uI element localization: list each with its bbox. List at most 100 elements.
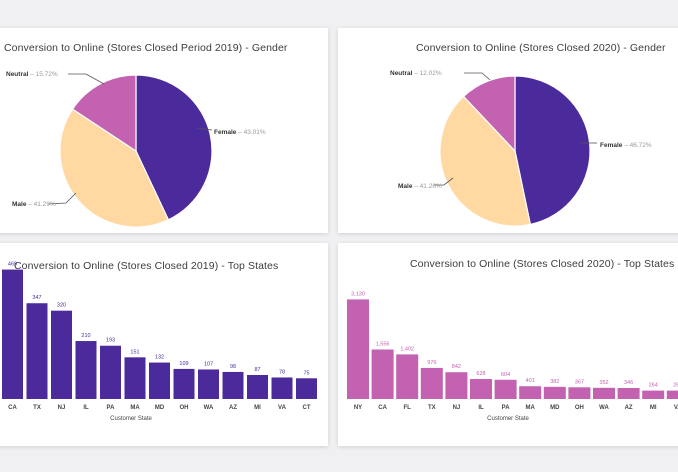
bar-mi[interactable] xyxy=(247,374,268,399)
bar-nj[interactable] xyxy=(51,310,72,399)
x-tick-label: OH xyxy=(575,405,584,411)
chart-title: Conversion to Online (Stores Closed 2020… xyxy=(416,42,666,54)
bar-az[interactable] xyxy=(222,371,244,399)
bar-value-label: 347 xyxy=(32,295,41,301)
pie-slice-male[interactable] xyxy=(439,95,532,227)
bar-value-label: 842 xyxy=(452,364,461,370)
bar-ny[interactable] xyxy=(347,299,369,399)
x-tick-label: MA xyxy=(526,405,536,411)
pie-leader-line xyxy=(47,192,77,205)
pie-slice-neutral[interactable] xyxy=(462,75,516,153)
bar-value-label: 264 xyxy=(673,383,678,389)
bar-wa[interactable] xyxy=(593,387,615,399)
pie-label-female: Female – 46.72% xyxy=(600,142,652,149)
bar-fl[interactable] xyxy=(396,354,419,399)
pie-slice-neutral[interactable] xyxy=(71,74,137,153)
states-2020-panel: Conversion to Online (Stores Closed 2020… xyxy=(338,243,678,446)
pie-label-neutral: Neutral – 12.02% xyxy=(390,70,442,77)
x-tick-label: MD xyxy=(155,405,165,411)
x-tick-label: AZ xyxy=(625,405,633,411)
bar-value-label: 352 xyxy=(599,380,608,386)
states-2019-bar-chart: 469 CA 347 TX 320 NJ 210 IL 193 PA 151 MA 132 MD 109 OH… xyxy=(2,262,317,422)
x-tick-label: MD xyxy=(550,405,560,411)
gender-2020-pie-chart: Female – 46.72% Male – 41.26% Neutral – 12… xyxy=(390,70,652,227)
bar-value-label: 628 xyxy=(476,371,485,377)
x-tick-label: WA xyxy=(204,405,214,411)
bar-ma[interactable] xyxy=(519,386,542,399)
x-tick-label: OH xyxy=(180,405,189,411)
x-tick-label: PA xyxy=(107,405,116,411)
bar-value-label: 3,130 xyxy=(351,291,365,297)
bar-value-label: 469 xyxy=(8,262,17,268)
bar-ma[interactable] xyxy=(124,357,146,399)
x-tick-label: IL xyxy=(478,405,484,411)
bar-nj[interactable] xyxy=(445,372,468,399)
pie-label-male: Male – 41.26% xyxy=(398,183,442,190)
x-tick-label: MI xyxy=(254,405,261,411)
pie-label-neutral: Neutral – 15.72% xyxy=(6,71,58,78)
bar-il[interactable] xyxy=(75,341,97,399)
bar-value-label: 75 xyxy=(303,370,309,376)
bar-oh[interactable] xyxy=(568,387,591,399)
bar-value-label: 1,402 xyxy=(400,346,414,352)
bar-value-label: 210 xyxy=(81,333,90,339)
bar-ct[interactable] xyxy=(296,378,317,399)
bar-md[interactable] xyxy=(543,386,566,399)
pie-label-female: Female – 43.01% xyxy=(214,129,266,136)
bar-ca[interactable] xyxy=(2,269,23,399)
gender-2019-pie-chart: Female – 43.01% Male – 41.29% Neutral – 15… xyxy=(6,71,266,228)
x-tick-label: MI xyxy=(650,405,657,411)
x-tick-label: NY xyxy=(354,405,362,411)
x-tick-label: NJ xyxy=(58,405,66,411)
bar-value-label: 320 xyxy=(57,303,66,309)
pie-leader-line xyxy=(464,72,491,81)
x-tick-label: TX xyxy=(33,405,41,411)
bar-value-label: 264 xyxy=(649,383,658,389)
bar-oh[interactable] xyxy=(173,368,195,399)
pie-slice-female[interactable] xyxy=(135,74,213,221)
pie-leader-line xyxy=(196,127,213,131)
bar-value-label: 401 xyxy=(526,378,535,384)
bar-va[interactable] xyxy=(271,377,293,399)
bar-value-label: 109 xyxy=(179,361,188,367)
bar-value-label: 78 xyxy=(279,369,285,375)
gender-2020-panel: Conversion to Online (Stores Closed 2020… xyxy=(338,28,678,233)
gender-2019-panel: Conversion to Online (Stores Closed Peri… xyxy=(0,28,328,233)
chart-title: Conversion to Online (Stores Closed 2020… xyxy=(410,258,675,270)
bar-ca[interactable] xyxy=(371,349,394,399)
x-tick-label: PA xyxy=(502,405,511,411)
bar-pa[interactable] xyxy=(494,379,517,399)
bar-pa[interactable] xyxy=(100,345,121,399)
bar-value-label: 107 xyxy=(204,361,213,367)
bar-il[interactable] xyxy=(470,379,492,399)
x-tick-label: CA xyxy=(8,405,17,411)
pie-slice-male[interactable] xyxy=(59,108,170,228)
states-2019-panel: Conversion to Online (Stores Closed 2019… xyxy=(0,243,328,446)
x-axis-label: Customer State xyxy=(110,416,152,422)
x-tick-label: VA xyxy=(278,405,287,411)
x-tick-label: WA xyxy=(599,405,609,411)
bar-wa[interactable] xyxy=(198,369,219,399)
bar-tx[interactable] xyxy=(26,303,48,399)
bar-value-label: 98 xyxy=(230,364,236,370)
bar-value-label: 604 xyxy=(501,372,510,378)
x-tick-label: CA xyxy=(378,405,387,411)
x-tick-label: VA xyxy=(674,405,678,411)
x-tick-label: MA xyxy=(130,405,140,411)
bar-mi[interactable] xyxy=(642,390,665,399)
bar-tx[interactable] xyxy=(420,367,443,399)
pie-label-male: Male – 41.29% xyxy=(12,201,56,208)
bar-value-label: 976 xyxy=(427,360,436,366)
bar-value-label: 132 xyxy=(155,355,164,361)
bar-value-label: 1,556 xyxy=(376,341,390,347)
bar-va[interactable] xyxy=(666,390,678,399)
states-2020-bar-chart: 3,130 NY 1,556 CA 1,402 FL 976 TX 842 NJ 628 IL 604 P… xyxy=(347,291,678,422)
x-tick-label: TX xyxy=(428,405,436,411)
x-tick-label: CT xyxy=(303,405,311,411)
bar-value-label: 151 xyxy=(130,349,139,355)
bar-value-label: 346 xyxy=(624,380,633,386)
chart-title: Conversion to Online (Stores Closed 2019… xyxy=(14,260,279,272)
bar-md[interactable] xyxy=(149,362,170,399)
pie-leader-line xyxy=(68,73,105,85)
bar-az[interactable] xyxy=(617,387,640,399)
